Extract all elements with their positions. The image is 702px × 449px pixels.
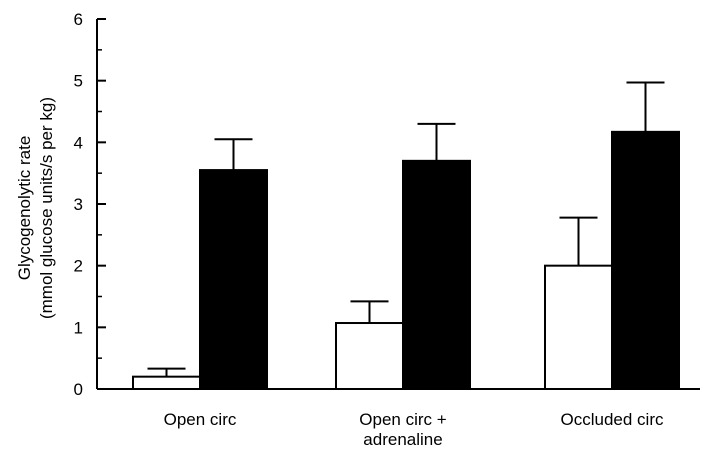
y-axis-title-line: Glycogenolytic rate	[15, 136, 34, 281]
y-tick-label: 2	[74, 257, 83, 276]
y-tick-label: 1	[74, 318, 83, 337]
bar-filled	[611, 130, 680, 390]
y-tick-label: 6	[74, 10, 83, 29]
y-tick-label: 0	[74, 380, 83, 399]
bar-open	[544, 264, 613, 390]
error-bars	[147, 81, 665, 377]
category-label: Open circ	[164, 410, 237, 429]
category-label: adrenaline	[363, 430, 442, 449]
category-label: Open circ +	[359, 410, 446, 429]
y-tick-label: 4	[74, 133, 83, 152]
y-axis: 0 1 2 3 4 5 6	[74, 10, 106, 399]
y-axis-title-line: (mmol glucose units/s per kg)	[37, 97, 56, 319]
y-axis-title: Glycogenolytic rate (mmol glucose units/s…	[15, 97, 56, 319]
y-tick-label: 5	[74, 72, 83, 91]
category-label: Occluded circ	[561, 410, 664, 429]
bar-filled	[402, 159, 471, 390]
bar-filled	[199, 169, 268, 390]
y-tick-label: 3	[74, 195, 83, 214]
category-labels: Open circ Open circ +adrenaline Occluded c…	[164, 410, 664, 449]
bar-open	[335, 322, 404, 390]
bar-open	[132, 375, 201, 390]
bars	[132, 130, 680, 390]
